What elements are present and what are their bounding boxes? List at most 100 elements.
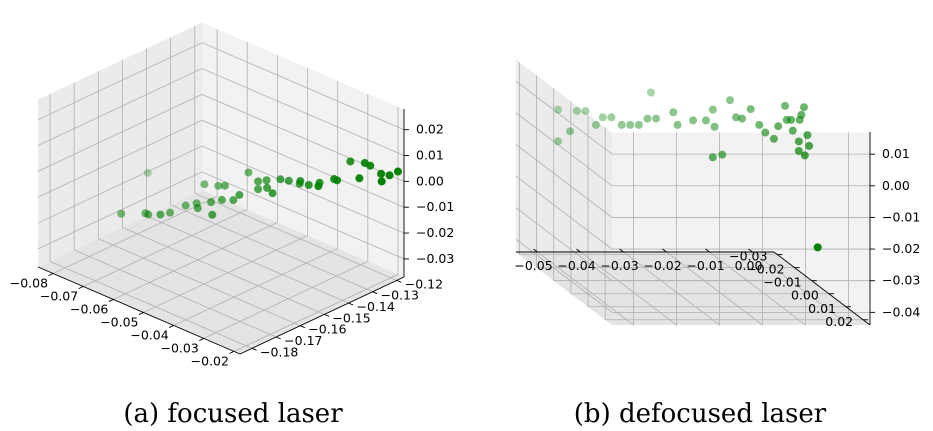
data-point — [346, 157, 355, 166]
data-point — [355, 174, 364, 183]
data-point — [254, 177, 263, 186]
data-point — [377, 169, 386, 178]
y-tick-label: −0.18 — [260, 344, 298, 359]
data-point — [393, 167, 402, 176]
x-tick-label: −0.02 — [643, 258, 681, 273]
data-point — [732, 113, 741, 122]
data-point — [192, 199, 201, 208]
y-axis-line — [239, 276, 405, 355]
z-tick-label: 0.00 — [882, 178, 910, 193]
data-point — [689, 116, 698, 125]
y-tick-label: −0.13 — [381, 288, 419, 303]
x-tick-label: −0.03 — [161, 340, 199, 355]
z-tick-label: −0.03 — [416, 251, 454, 266]
back-pane-right — [202, 22, 404, 277]
data-point — [794, 146, 803, 155]
data-point — [710, 122, 719, 131]
data-point — [207, 198, 216, 207]
data-point — [774, 122, 783, 131]
data-point — [220, 181, 229, 190]
z-tick-label: 0.02 — [416, 122, 444, 137]
x-tick-label: −0.05 — [100, 314, 138, 329]
data-point — [726, 96, 735, 105]
y-tick-label: 0.00 — [791, 288, 819, 303]
data-point — [385, 171, 394, 180]
x-tick-label: −0.07 — [40, 288, 78, 303]
grid-lines — [515, 61, 870, 326]
data-point — [143, 168, 152, 177]
z-tick-label: −0.02 — [416, 225, 454, 240]
z-tick-label: −0.02 — [882, 241, 920, 256]
y-tick-label: 0.02 — [825, 314, 853, 329]
data-point — [208, 210, 217, 219]
data-point — [617, 120, 626, 129]
x-tick-label: −0.04 — [130, 327, 168, 342]
data-point — [803, 131, 812, 140]
z-tick-label: −0.01 — [416, 199, 454, 214]
z-tick-label: 0.00 — [416, 173, 444, 188]
data-point — [813, 243, 822, 252]
data-point — [701, 116, 710, 125]
data-point — [781, 101, 790, 110]
back-pane-left — [38, 22, 202, 267]
data-point — [769, 134, 778, 143]
scatter-points — [554, 88, 822, 252]
y-tick-label: −0.01 — [763, 275, 801, 290]
x-tick-label: −0.01 — [686, 258, 724, 273]
tick-labels: −0.08−0.07−0.06−0.05−0.04−0.03−0.02−0.18… — [10, 122, 455, 369]
y-tick-label: 0.01 — [808, 301, 836, 316]
data-point — [755, 120, 764, 129]
data-point — [626, 120, 635, 129]
data-point — [235, 190, 244, 199]
data-point — [788, 126, 797, 135]
data-point — [284, 176, 293, 185]
data-point — [377, 177, 386, 186]
grid-lines — [37, 25, 405, 352]
data-point — [581, 106, 590, 115]
data-point — [263, 183, 272, 192]
data-point — [566, 127, 575, 136]
tick-labels: −0.05 −0.04 −0.03 −0.02 −0.01 0.00−0.03−0.02−… — [514, 146, 920, 329]
x-tick-label: −0.03 — [600, 258, 638, 273]
data-point — [181, 201, 190, 210]
data-point — [738, 114, 747, 123]
data-point — [799, 103, 808, 112]
data-point — [746, 105, 755, 114]
data-point — [141, 209, 150, 218]
y-tick-label: −0.17 — [284, 333, 322, 348]
data-point — [276, 175, 285, 184]
data-point — [304, 180, 313, 189]
panel-a-focused-laser: −0.08−0.07−0.06−0.05−0.04−0.03−0.02−0.18… — [10, 21, 455, 429]
data-point — [572, 106, 581, 115]
y-tick-label: −0.12 — [405, 276, 443, 291]
panel-b-defocused-laser: −0.05 −0.04 −0.03 −0.02 −0.01 0.00−0.03−0.02−… — [514, 58, 920, 429]
x-tick-label: −0.02 — [191, 353, 229, 368]
data-point — [794, 137, 803, 146]
data-point — [652, 114, 661, 123]
data-point — [166, 208, 175, 217]
z-tick-label: 0.01 — [882, 146, 910, 161]
data-point — [708, 153, 717, 162]
z-tick-label: −0.03 — [882, 273, 920, 288]
panel-caption: (b) defocused laser — [574, 399, 827, 429]
data-point — [782, 115, 791, 124]
y-axis-line — [773, 251, 871, 326]
data-point — [268, 189, 277, 198]
y-tick-label: −0.16 — [308, 322, 346, 337]
data-point — [229, 196, 238, 205]
data-point — [200, 180, 209, 189]
data-point — [214, 181, 223, 190]
data-point — [673, 120, 682, 129]
data-point — [262, 176, 271, 185]
data-point — [718, 150, 727, 159]
data-point — [360, 158, 369, 167]
data-point — [156, 210, 165, 219]
data-point — [591, 120, 600, 129]
y-tick-label: −0.14 — [357, 299, 395, 314]
x-tick-label: −0.05 — [514, 258, 552, 273]
data-point — [669, 108, 678, 117]
data-point — [554, 137, 563, 146]
data-point — [217, 195, 226, 204]
z-tick-label: −0.01 — [882, 209, 920, 224]
